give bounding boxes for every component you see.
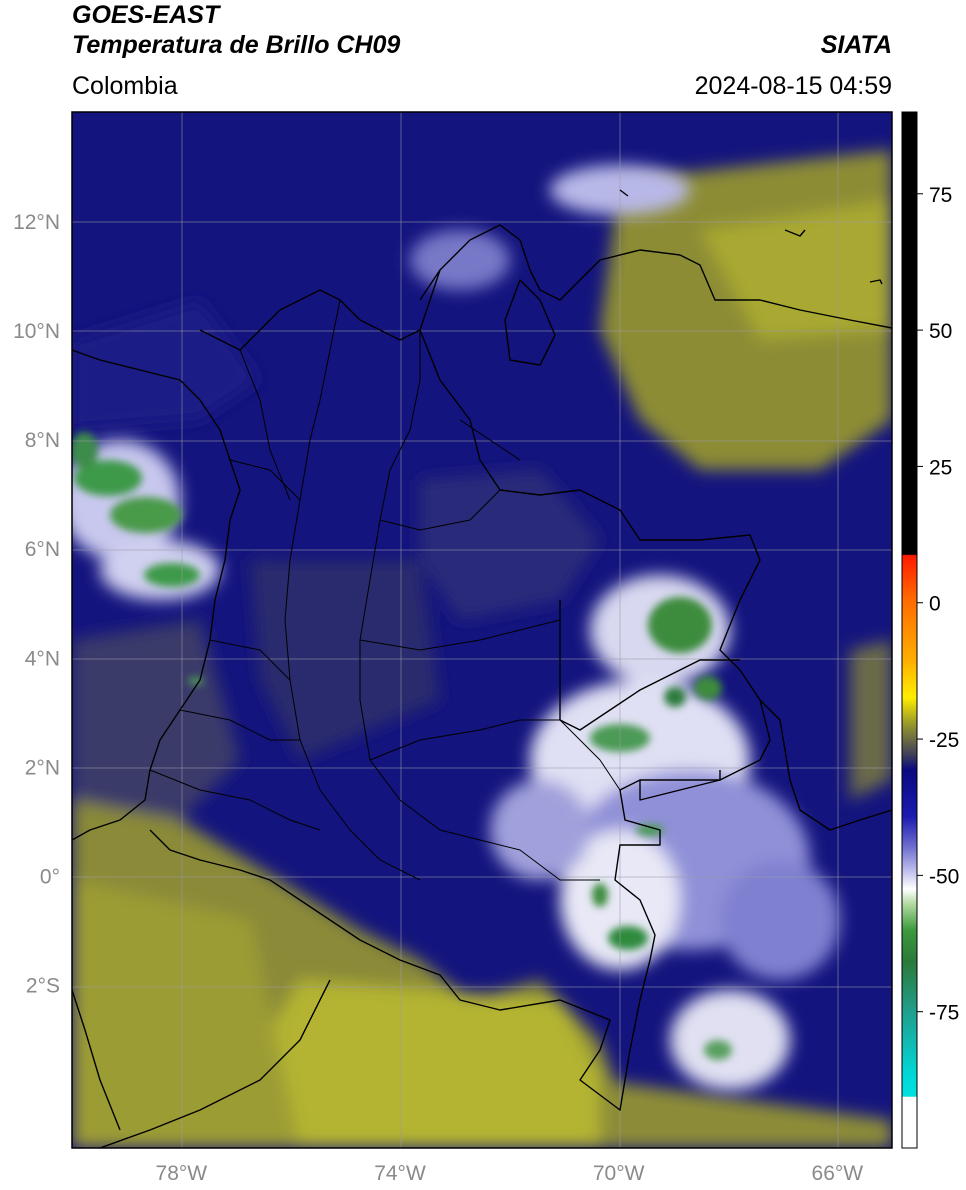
longitude-axis: 78°W 74°W 70°W 66°W (156, 1162, 864, 1185)
colorbar-tick-label: 25 (929, 456, 952, 479)
country-borders (72, 189, 892, 1148)
lat-tick-label: 2°N (25, 756, 60, 779)
lat-tick-label: 10°N (13, 320, 60, 343)
map-title-line1: GOES-EAST (72, 1, 220, 29)
lat-tick-label: 8°N (25, 429, 60, 452)
map-title-line2: Temperatura de Brillo CH09 (72, 31, 401, 59)
colorbar-tick-label: 75 (929, 184, 952, 207)
colorbar-tick-label: -25 (929, 729, 959, 752)
latitude-axis: 12°N 10°N 8°N 6°N 4°N 2°N 0° 2°S (13, 211, 60, 997)
lon-tick-label: 70°W (593, 1162, 645, 1185)
brand-label: SIATA (820, 31, 892, 59)
lat-tick-label: 12°N (13, 211, 60, 234)
colorbar-gradient (902, 112, 917, 1148)
colorbar-tick-label: -75 (929, 1002, 959, 1025)
satellite-imagery (72, 112, 892, 1148)
colorbar: 75 50 25 0 -25 -50 -75 (901, 111, 959, 1149)
map-frame (71, 111, 893, 1149)
colorbar-ticks: 75 50 25 0 -25 -50 -75 (917, 184, 959, 1025)
lat-tick-label: 2°S (26, 974, 60, 997)
colorbar-frame (901, 111, 918, 1149)
colorbar-tick-label: 0 (929, 593, 941, 616)
lat-tick-label: 0° (40, 865, 60, 888)
timestamp-label: 2024-08-15 04:59 (694, 72, 892, 100)
lon-tick-label: 66°W (812, 1162, 864, 1185)
lat-tick-label: 6°N (25, 538, 60, 561)
colorbar-tick-label: -50 (929, 865, 959, 888)
lon-tick-label: 74°W (374, 1162, 426, 1185)
lon-tick-label: 78°W (156, 1162, 208, 1185)
region-subtitle: Colombia (72, 72, 178, 100)
lat-tick-label: 4°N (25, 647, 60, 670)
colorbar-tick-label: 50 (929, 320, 952, 343)
graticule (72, 112, 892, 1148)
